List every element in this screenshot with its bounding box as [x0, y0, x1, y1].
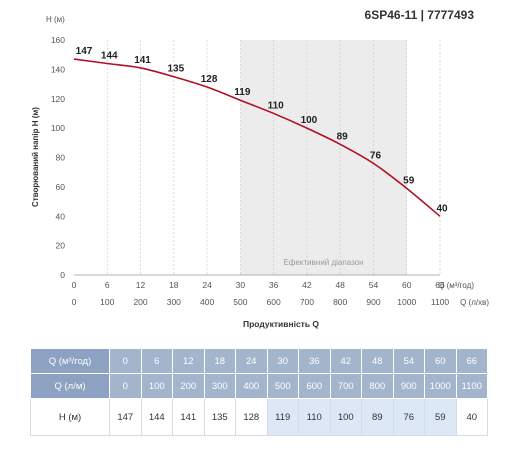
table-cell-q-m3h: 60 — [424, 348, 457, 374]
table-cell-head: 76 — [392, 398, 425, 436]
data-label: 141 — [134, 55, 151, 66]
table-cell-head: 135 — [203, 398, 236, 436]
efficient-range-band — [240, 40, 407, 275]
performance-table: Q (м³/год) 0 6 12 18 24 30 36 42 48 54 60 66 Q (л/м… — [30, 348, 488, 436]
table-cell-q-m3h: 18 — [203, 348, 236, 374]
table-cell-head: 119 — [266, 398, 299, 436]
x-tick-label-m3h: 48 — [335, 280, 345, 290]
table-cell-head: 141 — [172, 398, 205, 436]
row-label-head: Н (м) — [30, 398, 110, 436]
table-cell-q-m3h: 12 — [172, 348, 205, 374]
x-tick-label-m3h: 54 — [369, 280, 379, 290]
table-cell-head: 110 — [298, 398, 331, 436]
table-cell-head: 59 — [424, 398, 457, 436]
x-tick-label-m3h: 36 — [269, 280, 279, 290]
efficient-range-label: Ефективний діапазон — [284, 258, 364, 267]
x-tick-label-m3h: 60 — [402, 280, 412, 290]
x-axis-title: Продуктивність Q — [243, 319, 319, 329]
table-cell-q-lmin: 1000 — [424, 373, 457, 399]
table-cell-q-m3h: 30 — [266, 348, 299, 374]
table-cell-q-m3h: 42 — [329, 348, 362, 374]
table-cell-head: 89 — [361, 398, 394, 436]
head-curve-line — [73, 58, 441, 217]
x-tick-label-lmin: 400 — [200, 297, 214, 307]
table-cell-q-lmin: 1100 — [455, 373, 488, 399]
x-tick-label-lmin: 0 — [72, 297, 77, 307]
table-cell-q-lmin: 700 — [329, 373, 362, 399]
data-label: 89 — [337, 131, 349, 142]
x-tick-label-m3h: 24 — [202, 280, 212, 290]
data-label: 128 — [201, 74, 218, 85]
table-cell-q-lmin: 800 — [361, 373, 394, 399]
y-tick-label: 20 — [56, 241, 66, 251]
table-cell-head: 40 — [455, 398, 488, 436]
pump-curve-chart: 6SP46-11 | 7777493 Н (м) Ефективний діап… — [31, 8, 489, 329]
table-cell-head: 144 — [140, 398, 173, 436]
table-cell-q-lmin: 300 — [203, 373, 236, 399]
x-tick-label-lmin: 200 — [133, 297, 147, 307]
data-label: 76 — [370, 150, 382, 161]
data-label: 40 — [436, 203, 448, 214]
table-cell-head: 147 — [109, 398, 142, 436]
row-label-q-lmin: Q (л/м) — [30, 373, 110, 399]
x-tick-label-m3h: 6 — [105, 280, 110, 290]
y-tick-label: 80 — [56, 153, 66, 163]
table-cell-head: 128 — [235, 398, 268, 436]
table-cell-q-lmin: 400 — [235, 373, 268, 399]
x-tick-label-lmin: 1100 — [431, 297, 450, 307]
data-label: 59 — [403, 175, 415, 186]
table-cell-q-lmin: 600 — [298, 373, 331, 399]
table-cell-q-m3h: 24 — [235, 348, 268, 374]
table-cell-q-lmin: 200 — [172, 373, 205, 399]
table-row-head: Н (м) 147 144 141 135 128 119 110 100 89 76 59 40 — [30, 398, 488, 436]
chart-title: 6SP46-11 | 7777493 — [365, 8, 475, 22]
table-cell-q-lmin: 0 — [109, 373, 142, 399]
table-cell-q-m3h: 54 — [392, 348, 425, 374]
x-tick-label-lmin: 500 — [233, 297, 247, 307]
x-tick-label-m3h: 66 — [435, 280, 445, 290]
table-cell-q-m3h: 0 — [109, 348, 142, 374]
table-cell-q-lmin: 900 — [392, 373, 425, 399]
x-axis-unit-m3h: Q (м³/год) — [438, 281, 474, 290]
x-tick-label-lmin: 800 — [333, 297, 347, 307]
y-axis-title: Створюваний напір Н (м) — [31, 107, 40, 207]
table-cell-q-m3h: 36 — [298, 348, 331, 374]
x-tick-label-lmin: 900 — [366, 297, 380, 307]
data-label: 100 — [301, 115, 318, 126]
data-label: 119 — [234, 87, 251, 98]
x-tick-label-lmin: 1000 — [397, 297, 416, 307]
table-cell-q-m3h: 48 — [361, 348, 394, 374]
row-label-q-m3h: Q (м³/год) — [30, 348, 110, 374]
y-tick-label: 120 — [51, 94, 65, 104]
y-tick-label: 160 — [51, 35, 65, 45]
x-tick-label-m3h: 0 — [72, 280, 77, 290]
table-cell-q-lmin: 100 — [140, 373, 173, 399]
table-row-q-lmin: Q (л/м) 0 100 200 300 400 500 600 700 800 900 1000… — [30, 373, 488, 399]
table-cell-head: 100 — [329, 398, 362, 436]
table-cell-q-m3h: 6 — [140, 348, 173, 374]
y-axis-unit: Н (м) — [46, 15, 65, 24]
x-tick-label-m3h: 30 — [236, 280, 246, 290]
table-row-q-m3h: Q (м³/год) 0 6 12 18 24 30 36 42 48 54 60 66 — [30, 348, 488, 374]
x-tick-label-m3h: 42 — [302, 280, 312, 290]
y-tick-label: 140 — [51, 64, 65, 74]
x-tick-label-lmin: 600 — [267, 297, 281, 307]
y-tick-label: 0 — [60, 270, 65, 280]
data-label: 147 — [76, 46, 93, 57]
x-tick-label-m3h: 12 — [136, 280, 146, 290]
y-tick-label: 100 — [51, 123, 65, 133]
table-cell-q-m3h: 66 — [455, 348, 488, 374]
x-tick-label-lmin: 100 — [100, 297, 114, 307]
y-tick-label: 40 — [56, 211, 66, 221]
x-axis-unit-lmin: Q (л/хв) — [460, 298, 489, 307]
data-label: 135 — [167, 64, 184, 75]
x-tick-label-m3h: 18 — [169, 280, 179, 290]
data-label: 110 — [268, 100, 285, 111]
x-tick-label-lmin: 700 — [300, 297, 314, 307]
data-label: 144 — [101, 51, 118, 62]
y-tick-label: 60 — [56, 182, 66, 192]
x-tick-label-lmin: 300 — [167, 297, 181, 307]
table-cell-q-lmin: 500 — [266, 373, 299, 399]
